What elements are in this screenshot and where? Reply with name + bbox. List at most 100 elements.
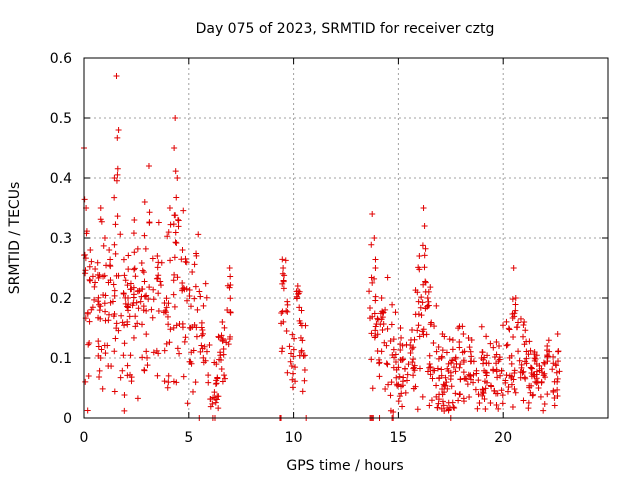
data-point [368, 330, 375, 337]
data-point [286, 343, 293, 350]
data-point [387, 337, 394, 344]
data-point [468, 353, 475, 360]
data-point [419, 242, 426, 249]
data-point [119, 367, 126, 374]
data-point [171, 212, 178, 219]
data-point [227, 333, 234, 340]
data-point [124, 372, 131, 379]
data-point [139, 286, 146, 293]
data-point [505, 325, 512, 332]
data-point [121, 407, 128, 414]
data-point [146, 284, 153, 291]
data-point [427, 371, 434, 378]
data-point [161, 347, 168, 354]
data-point [145, 163, 152, 169]
data-point [182, 334, 189, 341]
y-tick-label: 0.6 [50, 51, 72, 67]
data-point [450, 364, 457, 371]
data-point [377, 321, 384, 328]
data-point [415, 311, 422, 318]
data-point [551, 402, 558, 409]
data-point [418, 312, 425, 319]
data-point [376, 373, 383, 380]
data-point [374, 331, 381, 338]
data-point [153, 347, 160, 354]
data-point [435, 355, 442, 362]
data-point [193, 324, 200, 331]
data-point [154, 264, 161, 271]
data-point [443, 379, 450, 386]
data-point [139, 267, 146, 274]
data-point [549, 366, 556, 373]
data-point [440, 402, 447, 409]
data-point [522, 327, 529, 334]
data-point [427, 284, 434, 291]
data-point [431, 323, 438, 330]
data-point [134, 245, 141, 252]
data-point [133, 299, 140, 306]
data-point [184, 400, 191, 407]
data-point [512, 301, 519, 308]
data-point [439, 385, 446, 392]
data-point [165, 379, 172, 386]
y-tick-label: 0.1 [50, 351, 72, 367]
data-point [379, 314, 386, 321]
data-point [519, 369, 526, 376]
data-point [89, 304, 96, 311]
data-point [289, 331, 296, 338]
data-point [414, 327, 421, 334]
data-point [375, 356, 382, 363]
data-point [491, 387, 498, 394]
data-point [384, 325, 391, 332]
data-point [299, 388, 306, 395]
data-point [452, 390, 459, 397]
data-point [444, 385, 451, 392]
data-point [388, 321, 395, 328]
data-point [479, 349, 486, 355]
data-point [287, 358, 294, 365]
data-point [117, 374, 124, 381]
data-point [118, 312, 125, 319]
data-point [426, 352, 433, 359]
data-point [86, 263, 93, 270]
data-point [141, 366, 148, 373]
data-point [216, 356, 223, 363]
data-point [379, 308, 386, 315]
data-point [392, 309, 399, 316]
data-point [165, 321, 172, 328]
data-point [419, 393, 426, 400]
data-point [212, 381, 219, 388]
data-point [283, 307, 290, 314]
data-point [470, 371, 477, 378]
data-point [493, 366, 500, 373]
data-point [146, 219, 153, 226]
data-point [128, 378, 135, 385]
data-point [224, 306, 231, 313]
data-point [121, 272, 128, 279]
data-point [82, 270, 89, 277]
data-point [184, 297, 191, 304]
data-point [139, 354, 146, 361]
data-point [227, 281, 234, 288]
data-point [404, 377, 411, 384]
data-point [467, 348, 474, 355]
data-point [155, 307, 162, 314]
data-point [512, 295, 519, 301]
data-point [203, 294, 210, 301]
data-point [84, 407, 91, 414]
data-point [179, 285, 186, 292]
data-point [138, 259, 145, 266]
axis-ticks: 0 0.1 0.2 0.3 0.4 0.5 0.6 0 5 10 15 20 [50, 51, 608, 446]
data-point [298, 322, 305, 329]
data-point [202, 280, 209, 287]
data-point [279, 270, 286, 277]
grid-lines [84, 58, 608, 418]
data-point [510, 376, 517, 383]
data-point [198, 319, 205, 326]
data-point [290, 353, 297, 360]
data-point [466, 393, 473, 400]
data-point [447, 376, 454, 383]
data-point [199, 330, 206, 337]
data-point [291, 335, 298, 342]
